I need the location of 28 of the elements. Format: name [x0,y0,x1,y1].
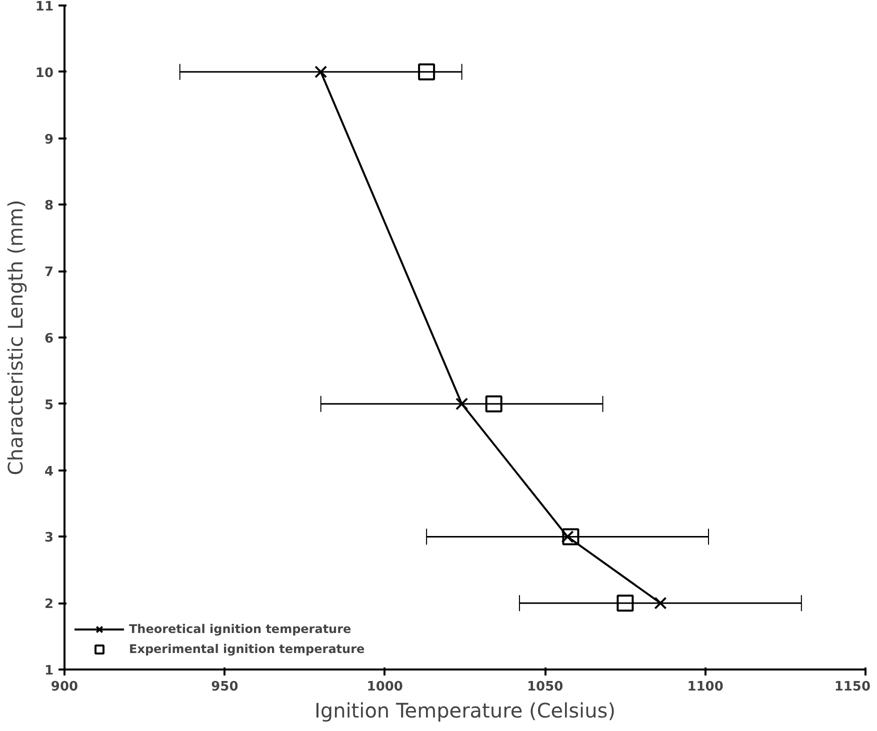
y-tick-label: 5 [44,398,54,413]
x-axis-title: Ignition Temperature (Celsius) [314,698,616,722]
y-tick-label: 11 [35,0,54,14]
y-tick-label: 6 [44,332,54,346]
x-tick-label: 1150 [834,680,871,694]
x-tick-label: 1000 [366,680,403,694]
y-tick-label: 10 [35,66,54,81]
x-tick-label: 1100 [687,680,724,694]
y-tick-label: 2 [44,597,54,612]
y-tick-label: 1 [44,664,54,678]
point [654,596,667,610]
y-tick-label: 7 [44,265,54,280]
point [485,395,502,412]
point [616,594,634,612]
x-tick-label: 1050 [527,680,564,694]
legend-label: Theoretical ignition temperature [129,622,352,636]
y-tick-label: 9 [44,132,54,148]
point [562,528,580,546]
y-axis-title: Characteristic Length (mm) [3,200,28,476]
y-tick-label: 4 [44,464,54,480]
x-tick-label: 950 [211,680,238,694]
y-tick-label: 8 [44,198,54,214]
point [418,63,436,80]
point [455,398,468,410]
x-tick-label: 900 [50,680,78,694]
legend-label: Experimental ignition temperature [129,642,365,656]
y-tick-label: 3 [44,530,54,546]
point [314,66,328,78]
